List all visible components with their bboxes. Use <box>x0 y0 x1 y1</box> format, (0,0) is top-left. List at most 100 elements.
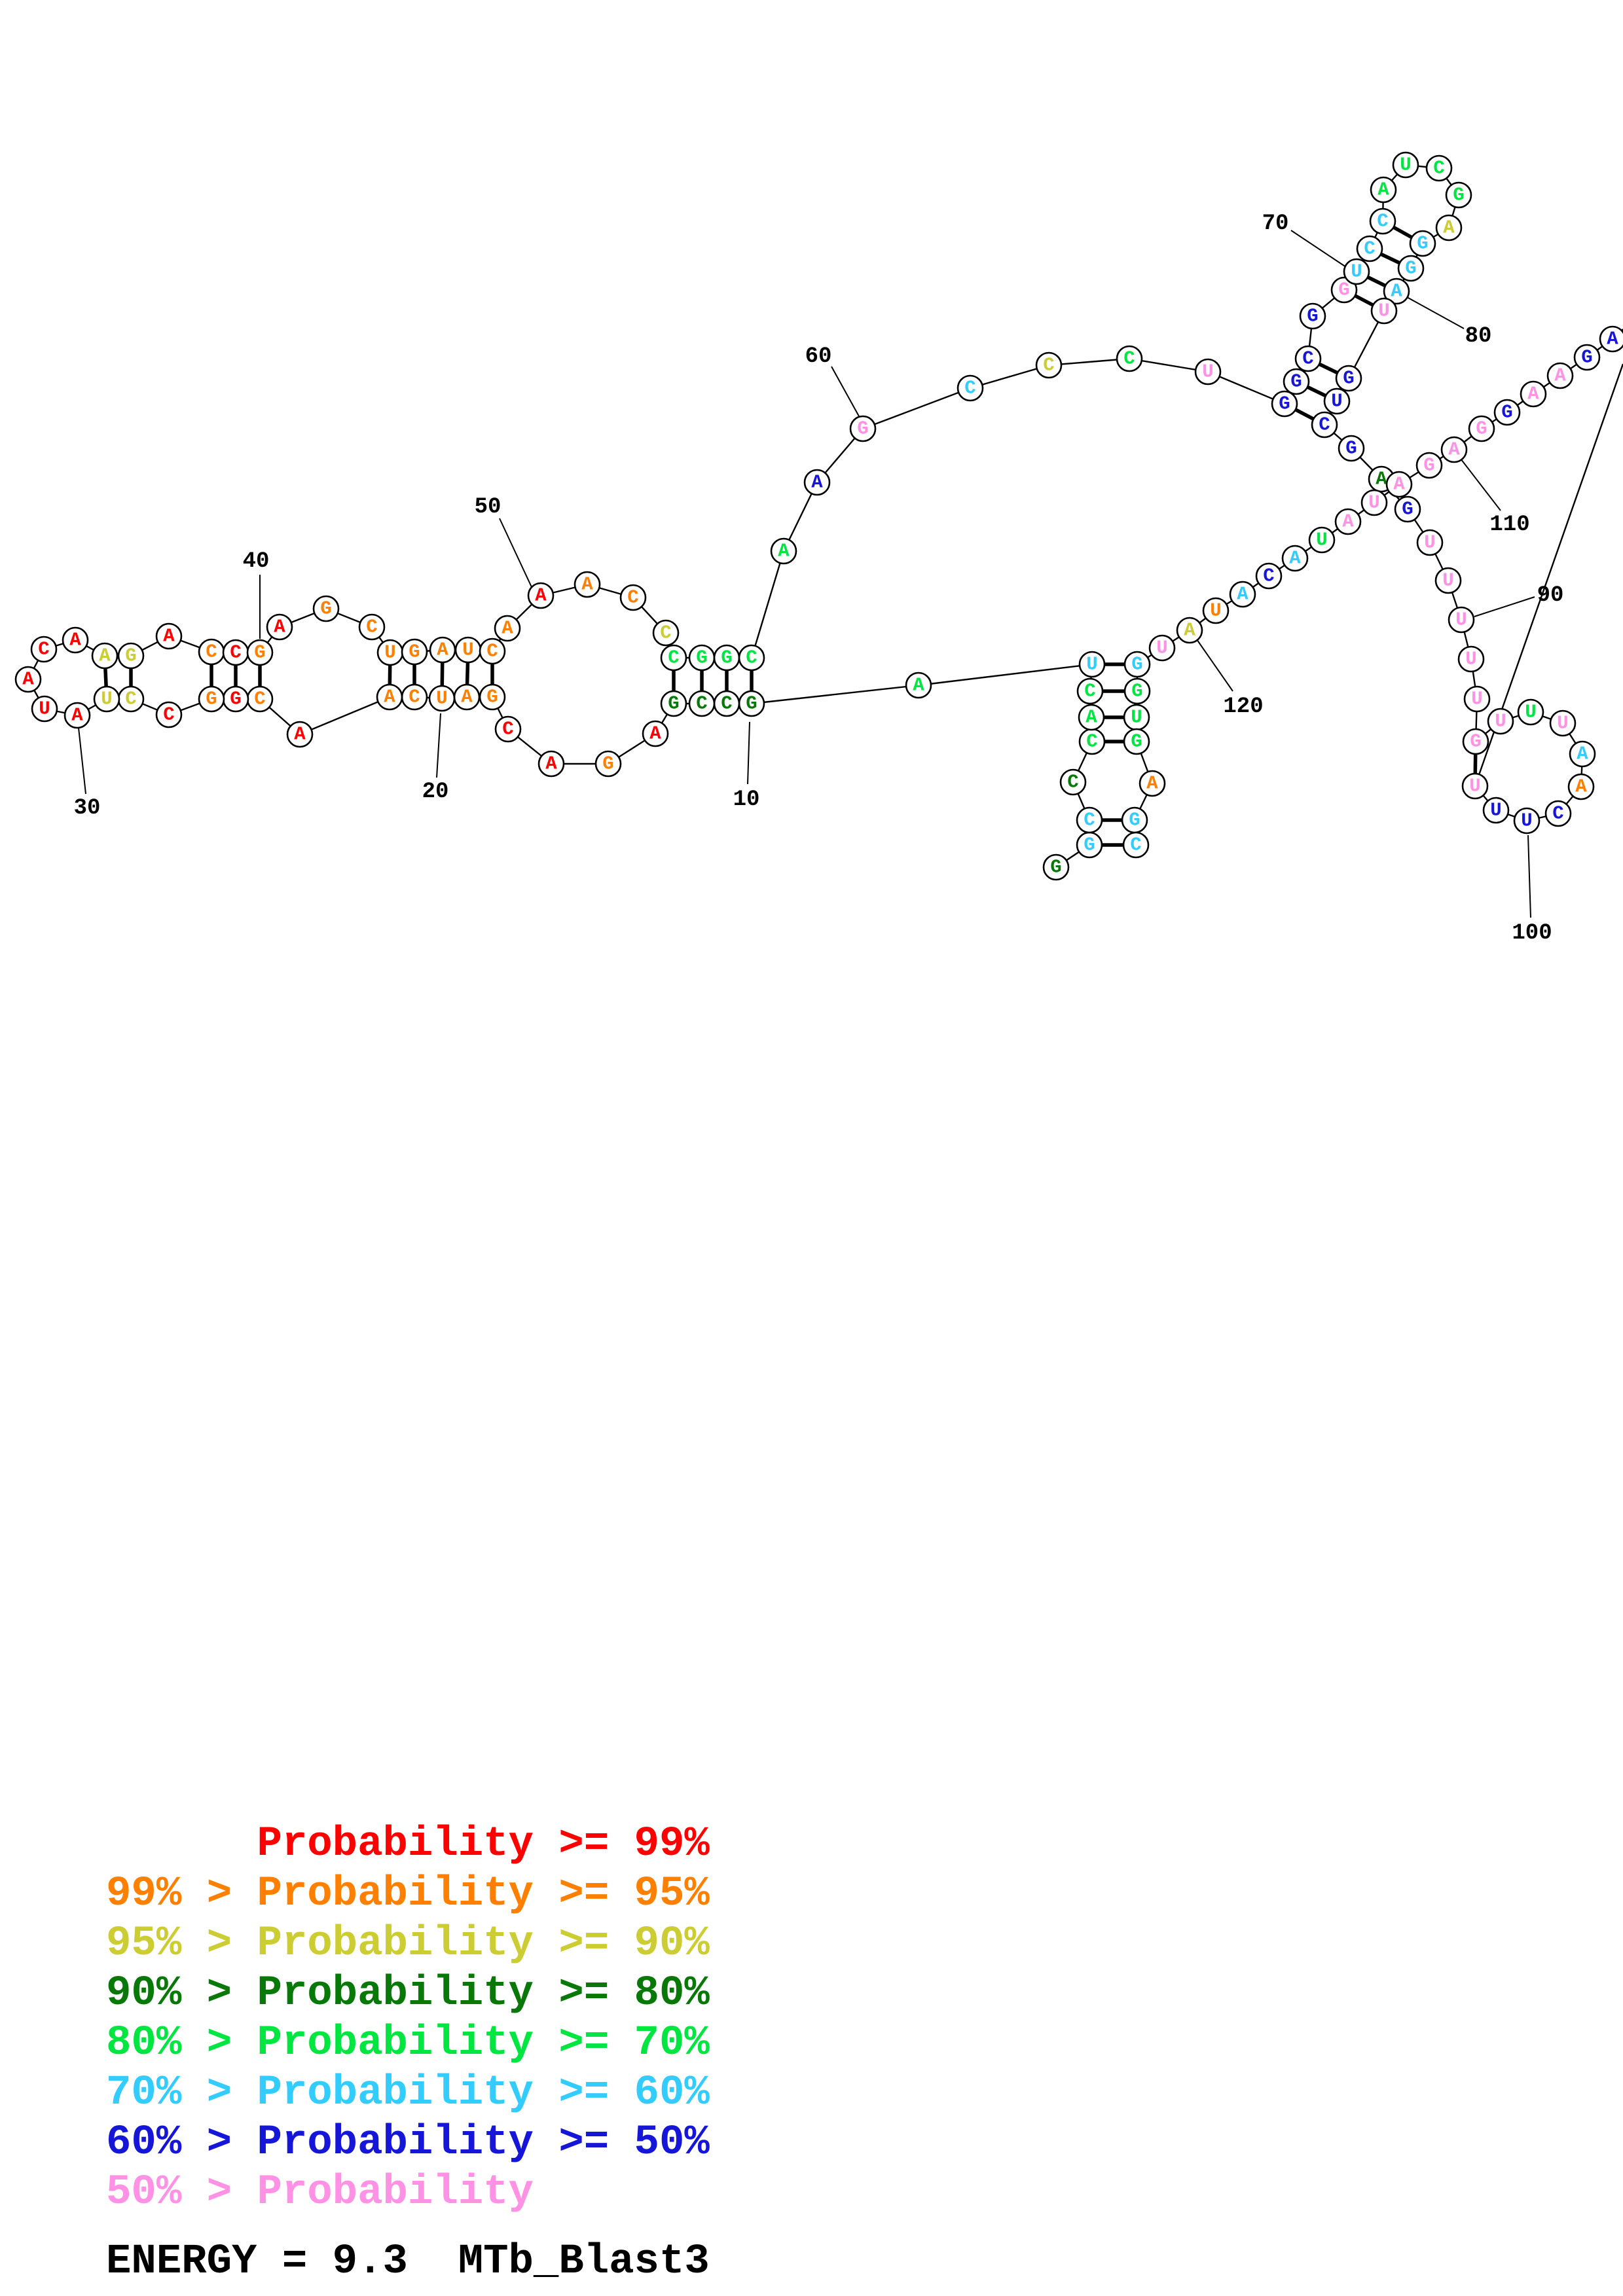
nucleotide-letter: C <box>1319 414 1330 436</box>
nucleotide: U <box>1416 529 1444 556</box>
nucleotide-letter: U <box>384 642 395 664</box>
position-label: 80 <box>1465 324 1492 349</box>
nucleotide: G <box>1330 276 1358 304</box>
nucleotide: U <box>93 685 120 713</box>
nucleotide: C <box>1544 800 1572 827</box>
nucleotide-letter: G <box>230 689 241 710</box>
nucleotide: U <box>1148 634 1176 662</box>
nucleotide: G <box>660 690 687 717</box>
nucleotide-letter: G <box>1050 857 1061 878</box>
nucleotide-letter: A <box>1237 584 1249 605</box>
nucleotide-letter: G <box>1084 834 1095 856</box>
nucleotide: C <box>358 613 386 641</box>
position-label: 20 <box>422 780 449 804</box>
nucleotide-letter: C <box>502 719 513 740</box>
nucleotide-letter: U <box>1202 361 1213 383</box>
nucleotide-letter: C <box>38 639 49 660</box>
nucleotide: A <box>14 666 42 693</box>
nucleotide: G <box>1409 230 1436 257</box>
position-label: 70 <box>1262 211 1289 236</box>
nucleotide: A <box>642 720 669 747</box>
nucleotide-letter: U <box>1156 637 1167 659</box>
nucleotide-letter: C <box>1364 238 1375 260</box>
nucleotide-letter: A <box>811 472 823 493</box>
nucleotide: U <box>454 636 482 664</box>
nucleotide-letter: G <box>1453 185 1464 206</box>
nucleotide-letter: A <box>1443 217 1455 239</box>
nucleotide: G <box>594 750 622 778</box>
nucleotide: G <box>1123 651 1151 678</box>
nucleotide-letter: A <box>1554 365 1566 387</box>
nucleotide: G <box>222 685 249 713</box>
nucleotide-letter: A <box>778 541 790 562</box>
nucleotide: A <box>453 683 481 711</box>
backbone-edges <box>27 164 1623 868</box>
nucleotide-letter: G <box>1290 371 1302 393</box>
nucleotide: A <box>91 642 119 670</box>
nucleotide: G <box>1573 344 1601 371</box>
nucleotide: C <box>652 619 680 647</box>
nucleotide-letter: U <box>101 689 112 710</box>
nucleotide: G <box>1299 302 1326 330</box>
nucleotide-letter: A <box>1377 179 1389 201</box>
position-label: 10 <box>733 787 760 812</box>
nucleotide-letter: U <box>1455 609 1467 631</box>
nucleotide-letter: G <box>1402 499 1413 520</box>
nucleotide-letter: U <box>1525 702 1536 723</box>
nucleotide-letter: C <box>1086 731 1097 753</box>
nucleotide: U <box>1434 567 1462 594</box>
nucleotide-letter: G <box>857 418 868 440</box>
position-labels: 10 20 30 40 50 60 70 80 90 100 110 120 <box>74 211 1564 946</box>
nucleotide: C <box>401 683 428 711</box>
nucleotide-letter: U <box>462 639 473 661</box>
nucleotide: U <box>1194 358 1222 386</box>
nucleotide-letter: G <box>668 693 679 715</box>
nucleotide: C <box>30 636 58 663</box>
nucleotide: G <box>1468 415 1495 442</box>
nucleotide: G <box>1271 390 1298 418</box>
nucleotide-letter: C <box>1302 348 1313 370</box>
nucleotide: C <box>1255 562 1283 590</box>
nucleotide: A <box>1229 581 1256 608</box>
nucleotide-letter: G <box>1131 681 1142 702</box>
nucleotide: A <box>1385 471 1413 498</box>
nucleotide-letter: A <box>1184 620 1195 641</box>
nucleotide-letter: G <box>1345 438 1357 459</box>
nucleotide-letter: U <box>1331 391 1342 412</box>
nucleotide-letter: G <box>1581 347 1592 368</box>
nucleotide-letter: A <box>1342 511 1354 533</box>
nucleotide-letter: C <box>668 647 679 669</box>
nucleotide-letter: A <box>1146 773 1158 795</box>
nucleotide-letter: A <box>1085 707 1097 728</box>
nucleotide-letter: C <box>125 689 136 710</box>
nucleotide: C <box>117 685 145 713</box>
nucleotide: U <box>1448 606 1475 634</box>
nucleotide-letter: G <box>1131 731 1142 753</box>
nucleotide: U <box>1487 708 1514 735</box>
nucleotide: U <box>1517 698 1544 726</box>
nucleotide-letter: C <box>1263 565 1274 587</box>
nucleotide: A <box>286 721 314 748</box>
nucleotide: U <box>1323 387 1351 415</box>
nucleotide-letter: C <box>1552 803 1563 825</box>
nucleotide-letter: G <box>1307 306 1318 327</box>
nucleotide: A <box>527 582 555 609</box>
nucleotide-letter: U <box>1316 529 1327 551</box>
nucleotide: A <box>494 615 521 642</box>
nucleotide: A <box>538 750 565 778</box>
legend-row: 50% > Probability <box>106 2169 534 2216</box>
nucleotide: G <box>738 690 765 717</box>
nucleotide: G <box>1338 435 1365 462</box>
nucleotide: G <box>1123 677 1151 705</box>
nucleotide: C <box>1356 235 1383 262</box>
nucleotide-letter: C <box>627 587 638 609</box>
position-label: 90 <box>1537 583 1564 608</box>
nucleotide: G <box>198 685 225 713</box>
nucleotide-letter: G <box>1417 233 1428 255</box>
label-leader-lines <box>78 230 1535 918</box>
legend-row: 80% > Probability >= 70% <box>106 2020 710 2067</box>
nucleotide: C <box>198 638 225 666</box>
nucleotide: A <box>1334 508 1362 535</box>
